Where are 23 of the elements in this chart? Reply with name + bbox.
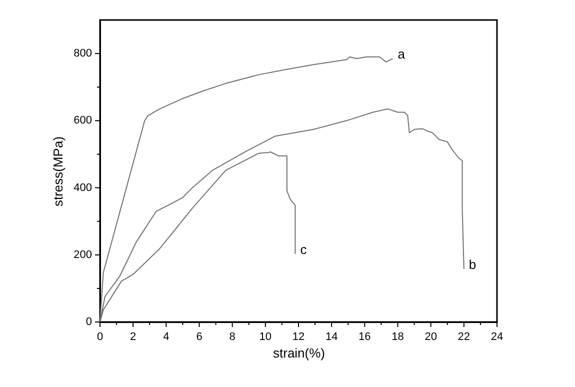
x-tick-label: 24	[490, 331, 504, 343]
x-tick-label: 10	[259, 331, 272, 343]
x-tick-label: 8	[229, 331, 236, 343]
y-tick-label: 400	[74, 182, 92, 194]
x-axis-title: strain(%)	[272, 346, 326, 360]
x-tick-label: 20	[424, 331, 437, 343]
x-tick-label: 12	[292, 331, 305, 343]
series-label: c	[300, 242, 308, 257]
x-tick-label: 14	[325, 331, 338, 343]
x-tick-label: 18	[392, 331, 404, 343]
y-tick-label: 0	[86, 316, 92, 328]
x-tick-label: 16	[358, 331, 371, 343]
y-tick-label: 800	[74, 48, 92, 60]
y-tick-label: 600	[74, 114, 92, 127]
x-tick-label: 2	[130, 331, 136, 343]
y-tick-label: 200	[74, 248, 92, 261]
series-label: a	[398, 46, 406, 62]
x-tick-label: 0	[96, 331, 104, 343]
x-tick-label: 6	[196, 331, 202, 343]
y-axis-title: stress(MPa)	[50, 136, 66, 207]
x-tick-label: 4	[163, 331, 170, 343]
x-tick-label: 22	[458, 331, 470, 343]
series-label: b	[468, 256, 476, 272]
